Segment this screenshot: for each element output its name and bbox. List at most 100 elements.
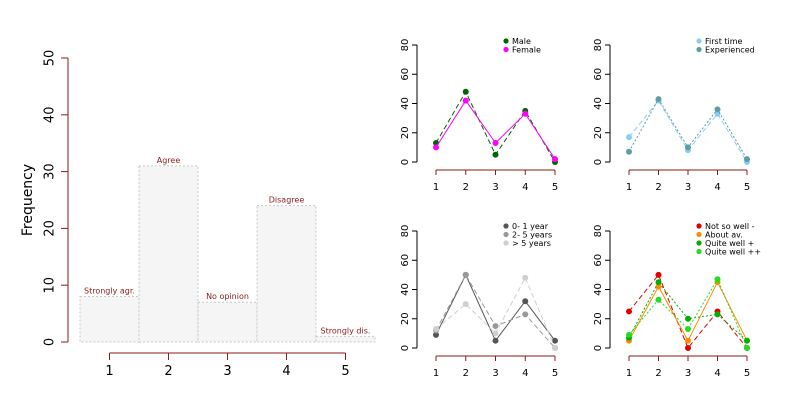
legend-marker: [696, 38, 702, 44]
line-y-tick-label: 60: [400, 254, 411, 267]
bar-y-tick-label: 30: [43, 163, 58, 180]
data-point: [626, 331, 632, 338]
bar-y-tick-label: 20: [43, 220, 58, 237]
line-y-tick-label: 0: [593, 159, 604, 165]
legend-entry: > 5 years: [512, 239, 551, 248]
data-point: [744, 156, 750, 163]
line-x-tick-label: 5: [552, 182, 558, 193]
bar-x-tick-label: 5: [341, 364, 349, 379]
data-point: [655, 279, 662, 286]
bar-x-tick-label: 3: [223, 364, 231, 379]
bar-data-label: Strongly agr.: [84, 287, 135, 296]
data-point: [685, 144, 691, 151]
data-point: [655, 96, 662, 103]
line-x-tick-label: 1: [433, 368, 439, 379]
line-y-tick-label: 20: [593, 126, 604, 139]
data-point: [655, 296, 662, 303]
line-y-tick-label: 40: [400, 283, 411, 296]
legend-entry: Female: [512, 46, 541, 55]
line-y-tick-label: 0: [400, 159, 411, 165]
line-y-tick-label: 0: [400, 345, 411, 351]
data-point: [492, 139, 499, 146]
bar: [138, 165, 199, 343]
line-x-tick-label: 5: [744, 368, 750, 379]
legend-marker: [696, 223, 702, 229]
data-point: [462, 271, 469, 278]
series-line: [435, 90, 556, 163]
legend-marker: [696, 231, 702, 238]
bar: [256, 205, 317, 343]
data-point: [462, 88, 469, 95]
line-y-tick-label: 60: [400, 68, 411, 81]
legend-entry: Not so well -: [705, 222, 755, 231]
line-y-tick-label: 80: [400, 39, 411, 52]
legend-marker: [696, 240, 702, 246]
data-point: [522, 274, 529, 281]
line-x-tick-label: 1: [626, 182, 632, 193]
bar-data-label: No opinion: [206, 292, 249, 301]
data-point: [492, 337, 499, 344]
data-point: [552, 337, 558, 344]
legend-marker: [503, 223, 509, 229]
line-y-tick-label: 20: [400, 312, 411, 325]
data-point: [714, 276, 721, 283]
legend-entry: 2- 5 years: [512, 231, 552, 240]
data-point: [655, 271, 662, 278]
data-point: [552, 156, 558, 163]
data-point: [685, 315, 691, 322]
line-y-tick-label: 60: [593, 68, 604, 81]
legend-marker: [503, 46, 509, 53]
bar: [315, 335, 376, 343]
series-line: [628, 273, 748, 349]
line-y-tick-label: 80: [593, 39, 604, 52]
data-point: [462, 301, 469, 308]
line-y-tick-label: 20: [400, 126, 411, 139]
data-point: [522, 298, 529, 305]
line-y-tick-label: 60: [593, 254, 604, 267]
line-x-tick-label: 2: [463, 368, 469, 379]
line-x-tick-label: 2: [655, 182, 661, 193]
line-x-tick-label: 2: [655, 368, 661, 379]
bar-x-tick-label: 4: [282, 364, 290, 379]
legend-entry: Quite well ++: [705, 248, 761, 257]
data-point: [626, 308, 632, 315]
bar: [79, 296, 140, 343]
bar-x-tick-label: 1: [105, 364, 113, 379]
line-x-tick-label: 4: [714, 182, 720, 193]
bar-chart: 0 10 20 30 40 50 Frequency Strongly agr. Agree No…: [20, 50, 376, 379]
series-line: [435, 276, 556, 349]
line-x-tick-label: 2: [463, 182, 469, 193]
bar-y-tick-label: 50: [43, 50, 58, 67]
data-point: [552, 345, 558, 351]
legend-entry: Male: [512, 37, 531, 46]
line-y-tick-label: 40: [400, 97, 411, 110]
legend-entry: First time: [705, 37, 743, 46]
bar-y-axis-label: Frequency: [20, 164, 36, 236]
data-point: [433, 331, 439, 338]
data-point: [685, 337, 691, 344]
line-x-tick-label: 1: [626, 368, 632, 379]
data-point: [522, 110, 529, 117]
legend-entry: 0- 1 year: [512, 222, 549, 231]
line-x-tick-label: 1: [433, 182, 439, 193]
line-y-tick-label: 80: [400, 225, 411, 238]
data-point: [744, 345, 750, 351]
data-point: [492, 330, 499, 337]
legend-entry: About av.: [705, 231, 743, 240]
series-line: [435, 99, 556, 160]
data-point: [744, 337, 750, 344]
line-x-tick-label: 5: [744, 182, 750, 193]
bar-y-tick-label: 0: [43, 338, 58, 346]
bar-data-label: Disagree: [269, 196, 305, 205]
line-y-tick-label: 40: [593, 283, 604, 296]
line-y-tick-label: 80: [593, 225, 604, 238]
data-point: [433, 325, 439, 332]
line-x-tick-label: 3: [492, 182, 498, 193]
data-point: [462, 97, 469, 104]
bar-y-tick-label: 10: [43, 277, 58, 294]
legend-entry: Quite well +: [705, 239, 754, 248]
data-point: [714, 311, 721, 318]
